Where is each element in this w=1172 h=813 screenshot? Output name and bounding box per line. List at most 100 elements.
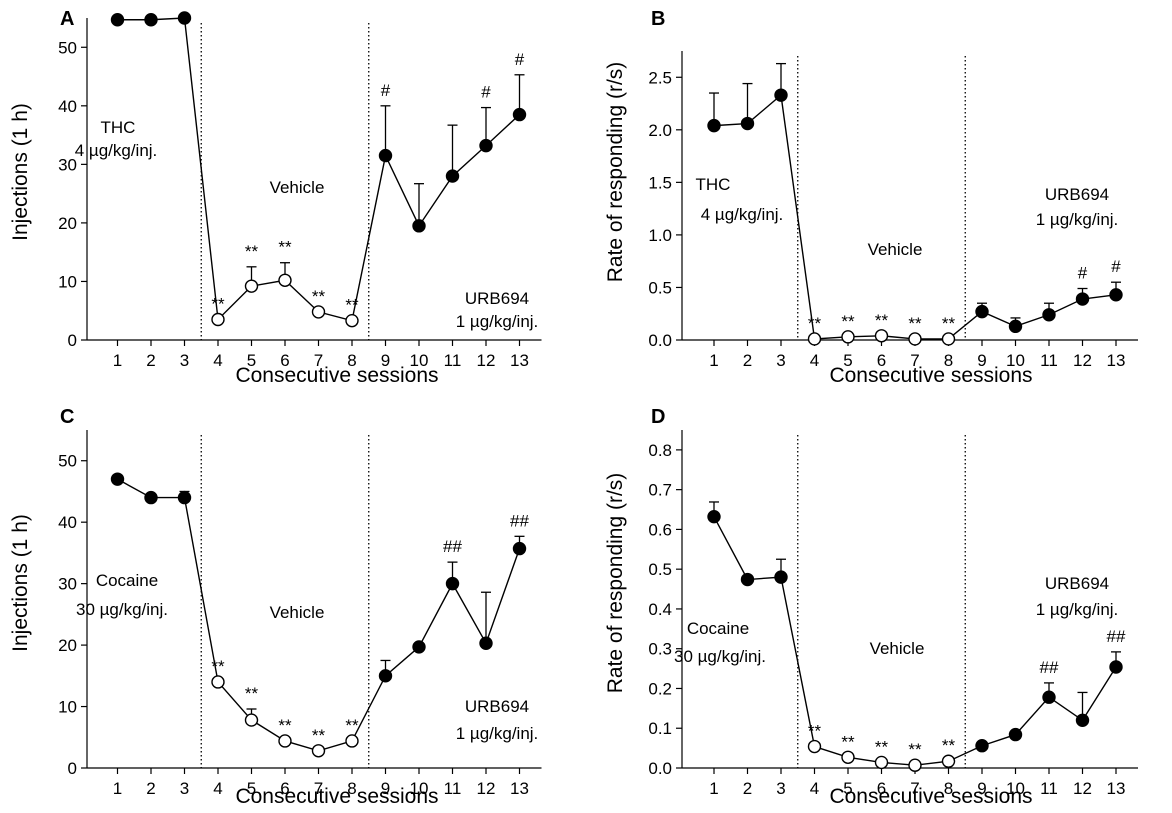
- data-point: [512, 541, 527, 556]
- data-point: [144, 13, 158, 27]
- y-axis-title: Injections (1 h): [9, 514, 32, 652]
- y-tick-label: 10: [58, 272, 77, 291]
- phase-label-1: THC: [696, 175, 731, 194]
- y-tick-label: 1.5: [648, 173, 672, 192]
- x-tick-label: 13: [1107, 779, 1126, 798]
- y-axis-title: Rate of responding (r/s): [604, 473, 627, 694]
- significance-marker: #: [515, 50, 525, 69]
- x-tick-label: 7: [314, 351, 323, 370]
- data-point: [412, 640, 426, 654]
- data-point: [975, 739, 989, 753]
- phase-label-3: URB694: [465, 697, 529, 716]
- x-tick-label: 13: [510, 351, 529, 370]
- data-point: [807, 739, 822, 754]
- panel-letter: B: [651, 8, 665, 30]
- data-point: [707, 509, 721, 524]
- data-point: [1075, 292, 1090, 306]
- data-point: [110, 472, 125, 486]
- x-tick-label: 5: [247, 351, 256, 370]
- x-tick-label: 10: [1006, 779, 1025, 798]
- phase-label-2: Vehicle: [868, 240, 923, 259]
- x-tick-label: 10: [1006, 351, 1025, 370]
- x-tick-label: 4: [810, 351, 819, 370]
- x-tick-label: 8: [944, 779, 953, 798]
- x-tick-label: 12: [1073, 351, 1092, 370]
- y-tick-label: 20: [58, 636, 77, 655]
- y-tick-label: 40: [58, 97, 77, 116]
- data-point: [278, 273, 292, 287]
- x-tick-label: 2: [743, 779, 752, 798]
- x-tick-label: 3: [180, 779, 189, 798]
- data-point: [445, 576, 460, 591]
- panel-c: C Injections (1 h) Consecutive sessions …: [9, 406, 542, 808]
- data-point: [378, 148, 393, 163]
- data-point: [874, 755, 889, 770]
- phase-label-1: Cocaine: [687, 619, 749, 638]
- significance-marker: #: [1111, 257, 1121, 276]
- phase-label-1-dose: 30 µg/kg/inj.: [76, 600, 168, 619]
- data-point: [707, 118, 721, 133]
- phase-label-2: Vehicle: [270, 603, 325, 622]
- y-tick-label: 0.5: [648, 278, 672, 297]
- y-tick-label: 0.2: [648, 679, 672, 698]
- x-tick-label: 12: [1073, 779, 1092, 798]
- x-tick-label: 5: [247, 779, 256, 798]
- x-tick-label: 12: [477, 351, 496, 370]
- x-axis-title: Consecutive sessions: [235, 785, 438, 808]
- significance-marker: **: [875, 737, 889, 756]
- series-line: [117, 17, 520, 322]
- x-tick-label: 11: [1040, 351, 1058, 370]
- phase-label-2: Vehicle: [270, 178, 325, 197]
- x-tick-label: 1: [709, 779, 718, 798]
- x-tick-label: 9: [381, 351, 390, 370]
- significance-marker: **: [908, 740, 922, 759]
- x-tick-label: 3: [776, 779, 785, 798]
- x-axis-title: Consecutive sessions: [829, 785, 1032, 808]
- x-tick-label: 8: [347, 779, 356, 798]
- data-point: [774, 570, 788, 584]
- significance-marker: **: [312, 287, 326, 306]
- x-tick-label: 9: [977, 779, 986, 798]
- x-tick-label: 1: [113, 351, 122, 370]
- significance-marker: **: [808, 314, 822, 333]
- y-tick-label: 0.7: [648, 481, 672, 500]
- significance-marker: **: [345, 716, 359, 735]
- y-tick-label: 30: [58, 155, 77, 174]
- panel-b: B Rate of responding (r/s) Consecutive s…: [604, 8, 1138, 387]
- data-point: [278, 734, 292, 748]
- x-tick-label: 8: [944, 351, 953, 370]
- y-tick-label: 40: [58, 513, 77, 532]
- y-tick-label: 0.6: [648, 520, 672, 539]
- phase-label-3: URB694: [465, 289, 529, 308]
- data-point: [144, 490, 158, 505]
- y-tick-label: 0: [68, 759, 77, 778]
- significance-marker: ##: [1107, 627, 1126, 646]
- significance-marker: **: [211, 295, 225, 314]
- y-tick-label: 1.0: [648, 226, 672, 245]
- data-point: [941, 754, 956, 768]
- x-tick-label: 7: [314, 779, 323, 798]
- phase-label-3-dose: 1 µg/kg/inj.: [1036, 210, 1119, 229]
- data-point: [941, 332, 956, 346]
- x-axis-title: Consecutive sessions: [235, 364, 438, 387]
- significance-marker: **: [841, 312, 855, 331]
- panel-letter: C: [60, 406, 74, 428]
- data-point: [841, 330, 855, 344]
- y-tick-label: 0.3: [648, 640, 672, 659]
- data-point: [177, 11, 192, 25]
- significance-marker: **: [245, 684, 259, 703]
- data-point: [378, 669, 393, 683]
- data-point: [908, 758, 922, 772]
- significance-marker: **: [278, 716, 292, 735]
- panel-letter: A: [60, 8, 74, 30]
- significance-marker: **: [211, 657, 225, 676]
- x-tick-label: 2: [146, 351, 155, 370]
- significance-marker: ##: [510, 511, 529, 530]
- data-point: [311, 744, 326, 758]
- x-tick-label: 9: [977, 351, 986, 370]
- y-axis-title: Rate of responding (r/s): [604, 62, 627, 283]
- y-tick-label: 10: [58, 698, 77, 717]
- x-tick-label: 11: [1040, 779, 1058, 798]
- data-point: [740, 116, 755, 131]
- data-point: [211, 675, 225, 689]
